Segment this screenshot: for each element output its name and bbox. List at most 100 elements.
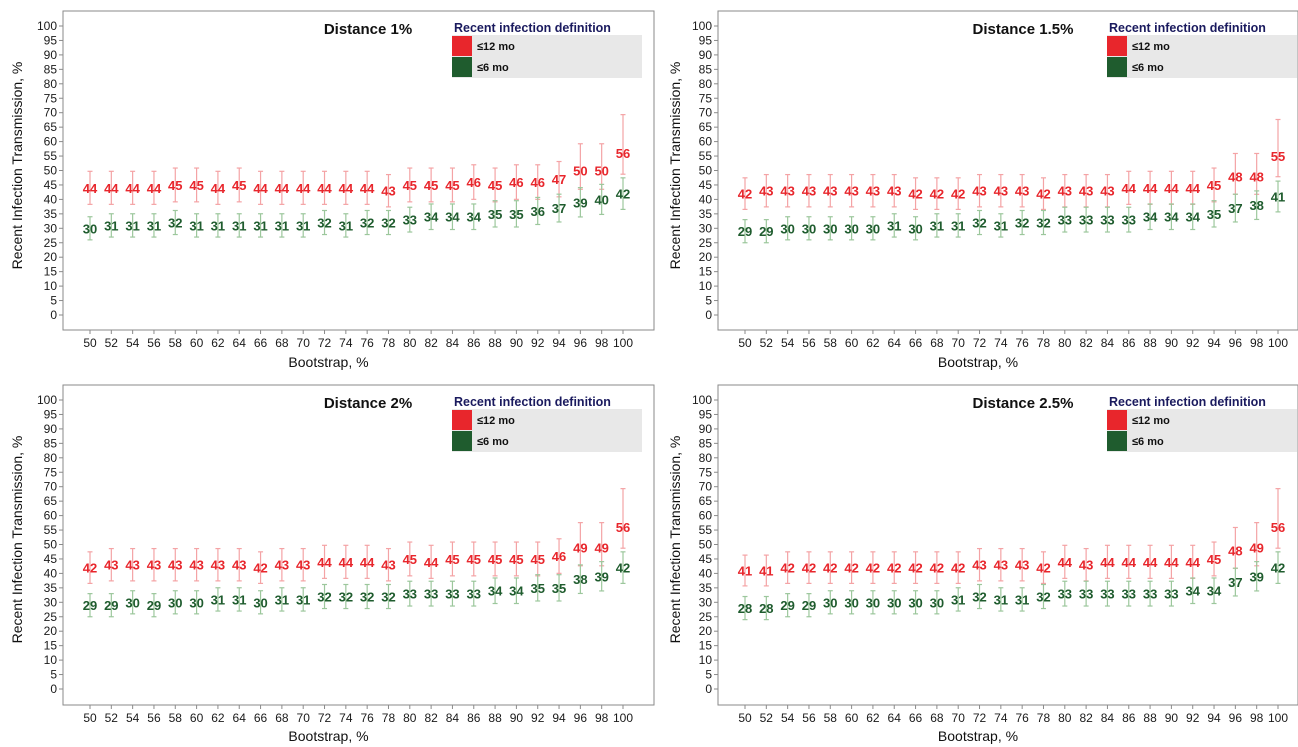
data-label: 33 (1164, 587, 1178, 602)
data-label: 44 (1164, 181, 1179, 196)
data-label: 43 (866, 184, 880, 199)
y-tick-label: 40 (44, 566, 58, 580)
y-tick-label: 15 (44, 639, 58, 653)
data-label: 32 (972, 216, 986, 231)
x-axis-label: Bootstrap, % (288, 354, 368, 370)
x-tick-label: 92 (531, 336, 545, 350)
data-label: 45 (1207, 178, 1221, 193)
data-label: 42 (1271, 561, 1285, 576)
y-tick-label: 75 (44, 91, 58, 105)
data-label: 46 (552, 549, 566, 564)
data-label: 45 (168, 178, 182, 193)
data-label: 56 (616, 520, 630, 535)
data-label: 35 (552, 581, 566, 596)
data-label: 32 (360, 216, 374, 231)
x-tick-label: 72 (318, 711, 332, 725)
x-tick-label: 50 (738, 336, 752, 350)
y-tick-label: 10 (699, 653, 713, 667)
data-label: 33 (445, 587, 459, 602)
legend-label: ≤6 mo (477, 62, 509, 74)
data-label: 46 (530, 175, 544, 190)
y-tick-label: 30 (44, 595, 58, 609)
x-tick-label: 62 (866, 711, 880, 725)
data-label: 45 (530, 552, 544, 567)
x-tick-label: 54 (126, 336, 140, 350)
data-label: 33 (1058, 213, 1072, 228)
data-label: 44 (1122, 555, 1137, 570)
chart-title: Distance 2% (324, 395, 412, 412)
data-label: 45 (189, 178, 203, 193)
data-label: 43 (168, 558, 182, 573)
data-label: 29 (780, 598, 794, 613)
y-tick-label: 90 (699, 422, 713, 436)
data-label: 40 (594, 192, 608, 207)
y-tick-label: 50 (699, 164, 713, 178)
legend-swatch (1107, 431, 1127, 451)
x-tick-label: 68 (930, 711, 944, 725)
y-tick-label: 25 (699, 236, 713, 250)
data-label: 44 (147, 181, 162, 196)
data-label: 30 (83, 221, 97, 236)
data-label: 30 (189, 595, 203, 610)
y-tick-label: 60 (44, 135, 58, 149)
y-tick-label: 35 (44, 207, 58, 221)
data-label: 41 (759, 564, 773, 579)
y-tick-label: 5 (705, 668, 712, 682)
data-label: 49 (573, 540, 587, 555)
data-label: 42 (253, 561, 267, 576)
y-tick-label: 95 (699, 407, 713, 421)
x-tick-label: 58 (169, 711, 183, 725)
x-tick-label: 76 (360, 336, 374, 350)
legend-title: Recent infection definition (454, 395, 611, 409)
x-tick-label: 58 (169, 336, 183, 350)
y-tick-label: 30 (699, 221, 713, 235)
y-tick-label: 80 (699, 77, 713, 91)
data-label: 42 (802, 561, 816, 576)
data-label: 31 (189, 218, 203, 233)
data-label: 33 (1100, 213, 1114, 228)
x-tick-label: 66 (909, 711, 923, 725)
data-label: 44 (424, 555, 439, 570)
series-le12mo: 44 44 44 44 45 45 44 45 44 44 44 44 44 44 43 45 45 45 46 45… (83, 114, 630, 208)
data-label: 34 (1185, 210, 1200, 225)
data-label: 44 (339, 181, 354, 196)
y-tick-label: 100 (692, 393, 712, 407)
data-label: 30 (908, 221, 922, 236)
y-tick-label: 90 (44, 48, 58, 62)
series-le6mo: 29 29 30 30 30 30 30 31 30 31 31 32 31 32 32 33 33 33 33 34… (738, 180, 1285, 244)
x-tick-label: 82 (424, 336, 438, 350)
y-tick-label: 45 (699, 178, 713, 192)
legend-background (452, 35, 642, 78)
series-le6mo: 28 28 29 29 30 30 30 30 30 30 31 32 31 31 32 33 33 33 33 33… (738, 551, 1285, 621)
y-axis-label: Recent Infection Transmission, % (9, 62, 25, 270)
data-label: 35 (488, 207, 502, 222)
data-label: 44 (317, 555, 332, 570)
y-tick-label: 5 (50, 294, 57, 308)
x-tick-label: 68 (275, 336, 289, 350)
data-label: 33 (424, 587, 438, 602)
y-tick-label: 45 (44, 552, 58, 566)
data-label: 30 (866, 595, 880, 610)
data-label: 35 (530, 581, 544, 596)
data-label: 30 (823, 595, 837, 610)
x-tick-label: 78 (1037, 336, 1051, 350)
data-label: 30 (930, 595, 944, 610)
y-tick-label: 0 (50, 682, 57, 696)
data-label: 43 (1079, 558, 1093, 573)
data-label: 32 (381, 216, 395, 231)
data-label: 33 (403, 213, 417, 228)
data-label: 30 (802, 221, 816, 236)
data-label: 33 (403, 587, 417, 602)
x-tick-label: 64 (233, 711, 247, 725)
x-tick-label: 66 (909, 336, 923, 350)
x-tick-label: 86 (467, 711, 481, 725)
y-tick-label: 65 (699, 494, 713, 508)
data-label: 43 (275, 558, 289, 573)
x-tick-label: 58 (824, 711, 838, 725)
y-tick-label: 95 (44, 33, 58, 47)
legend: Recent infection definition ≤12 mo ≤6 mo (1107, 21, 1297, 78)
data-label: 31 (232, 218, 246, 233)
x-tick-label: 64 (233, 336, 247, 350)
y-tick-label: 15 (44, 265, 58, 279)
y-tick-label: 35 (44, 581, 58, 595)
